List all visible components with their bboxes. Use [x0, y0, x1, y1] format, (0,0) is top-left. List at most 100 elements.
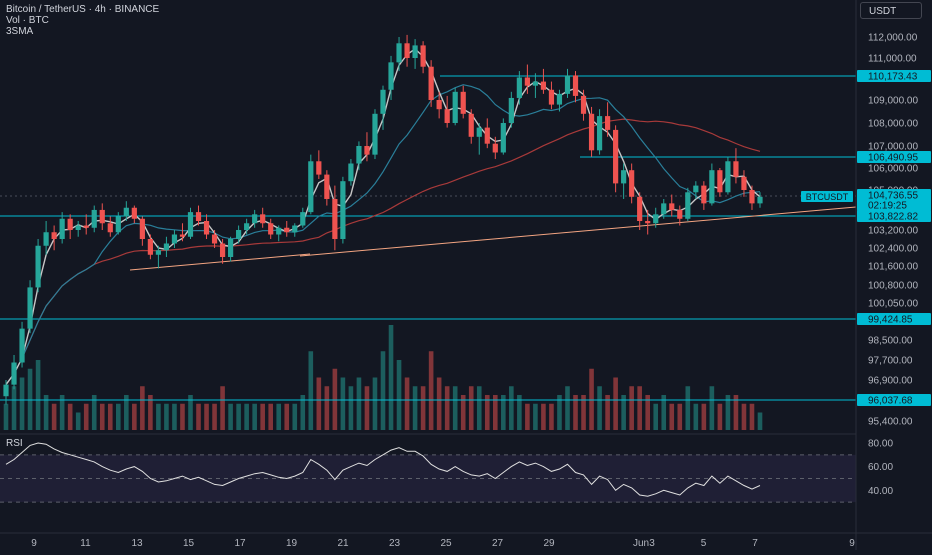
candle: [83, 214, 89, 235]
volume-bar: [436, 377, 442, 430]
volume-bar: [180, 403, 185, 430]
candle-body: [139, 218, 145, 239]
volume-bar: [460, 395, 466, 430]
candle: [308, 154, 314, 215]
volume-bar: [533, 403, 538, 430]
volume-bar: [148, 395, 153, 430]
sma-indicator-label: 3SMA: [6, 26, 34, 37]
candle-body: [580, 95, 587, 114]
candle-body: [380, 89, 386, 114]
volume-bar: [316, 377, 322, 430]
candle-body: [43, 232, 49, 246]
candle-body: [236, 230, 242, 239]
price-axis: [856, 0, 932, 550]
volume-bar: [268, 403, 274, 430]
candle-body: [252, 214, 258, 224]
volume-bar: [260, 403, 265, 430]
currency-selector-button[interactable]: USDT: [860, 2, 922, 19]
volume-bar: [380, 351, 386, 430]
candle: [348, 159, 354, 186]
volume-bar: [597, 386, 602, 430]
candle: [115, 212, 121, 235]
candle-body: [203, 221, 210, 235]
candle: [3, 380, 9, 405]
candle-body: [653, 214, 659, 224]
volume-bar: [212, 403, 217, 430]
candle-body: [412, 45, 418, 58]
time-tick-label: 17: [234, 538, 246, 549]
candle-body: [613, 129, 619, 184]
candle: [187, 207, 194, 239]
candle: [452, 87, 458, 126]
volume-bar: [709, 386, 715, 430]
volume-bar: [156, 403, 161, 430]
candle: [604, 102, 611, 137]
volume-bar: [420, 386, 426, 430]
candle-body: [364, 146, 370, 155]
volume-bar: [284, 403, 290, 430]
candle: [564, 68, 571, 98]
candle-body: [300, 212, 306, 226]
candle-body: [115, 216, 121, 233]
volume-bar: [573, 395, 578, 430]
candle-body: [219, 243, 226, 257]
volume-bar: [661, 395, 667, 430]
volume-bar: [749, 403, 755, 430]
candle-body: [604, 116, 611, 130]
volume-bar: [741, 403, 747, 430]
volume-bar: [11, 386, 17, 430]
volume-bar: [693, 403, 699, 430]
candle-body: [147, 239, 153, 255]
volume-bar: [220, 386, 225, 430]
volume-bar: [605, 395, 610, 430]
volume-bar: [372, 377, 378, 430]
candle: [316, 150, 322, 179]
volume-bar: [669, 403, 675, 430]
candle: [669, 194, 675, 217]
volume-bar: [356, 377, 362, 430]
candle: [540, 68, 547, 94]
candle: [645, 209, 651, 235]
candle-body: [292, 225, 298, 233]
candle-body: [227, 239, 234, 257]
time-tick-label: 23: [389, 538, 401, 549]
volume-bar: [492, 395, 498, 430]
candle-body: [452, 91, 458, 123]
candle: [380, 85, 386, 130]
candle: [268, 218, 274, 239]
candle: [19, 321, 25, 368]
volume-bar: [276, 403, 282, 430]
candle: [163, 236, 170, 257]
candle: [292, 223, 298, 237]
candle-body: [500, 123, 506, 153]
price-tick-label: 111,000.00: [868, 54, 917, 65]
candle: [35, 239, 41, 293]
candle: [572, 71, 579, 103]
price-tick-label: 102,400.00: [868, 244, 918, 255]
candle: [396, 37, 402, 72]
candle: [717, 168, 723, 197]
volume-bar: [501, 395, 506, 430]
price-tick-label: 108,000.00: [868, 119, 918, 130]
candle: [211, 230, 218, 248]
candle-body: [372, 113, 378, 155]
volume-bar: [613, 377, 618, 430]
time-tick-label: 9: [31, 538, 37, 549]
candle-body: [35, 245, 41, 288]
volume-bar: [396, 360, 402, 430]
candle-body: [340, 181, 346, 239]
candle-body: [211, 234, 218, 244]
candle: [404, 34, 410, 67]
candle-body: [171, 234, 178, 244]
candle: [43, 221, 49, 255]
volume-bar: [115, 403, 121, 430]
price-tick-label: 97,700.00: [868, 356, 913, 367]
candle: [500, 118, 506, 155]
candle-body: [725, 161, 731, 193]
candle-body: [629, 170, 635, 197]
volume-bar: [59, 395, 65, 430]
volume-bar: [565, 386, 570, 430]
volume-bar: [637, 386, 642, 430]
